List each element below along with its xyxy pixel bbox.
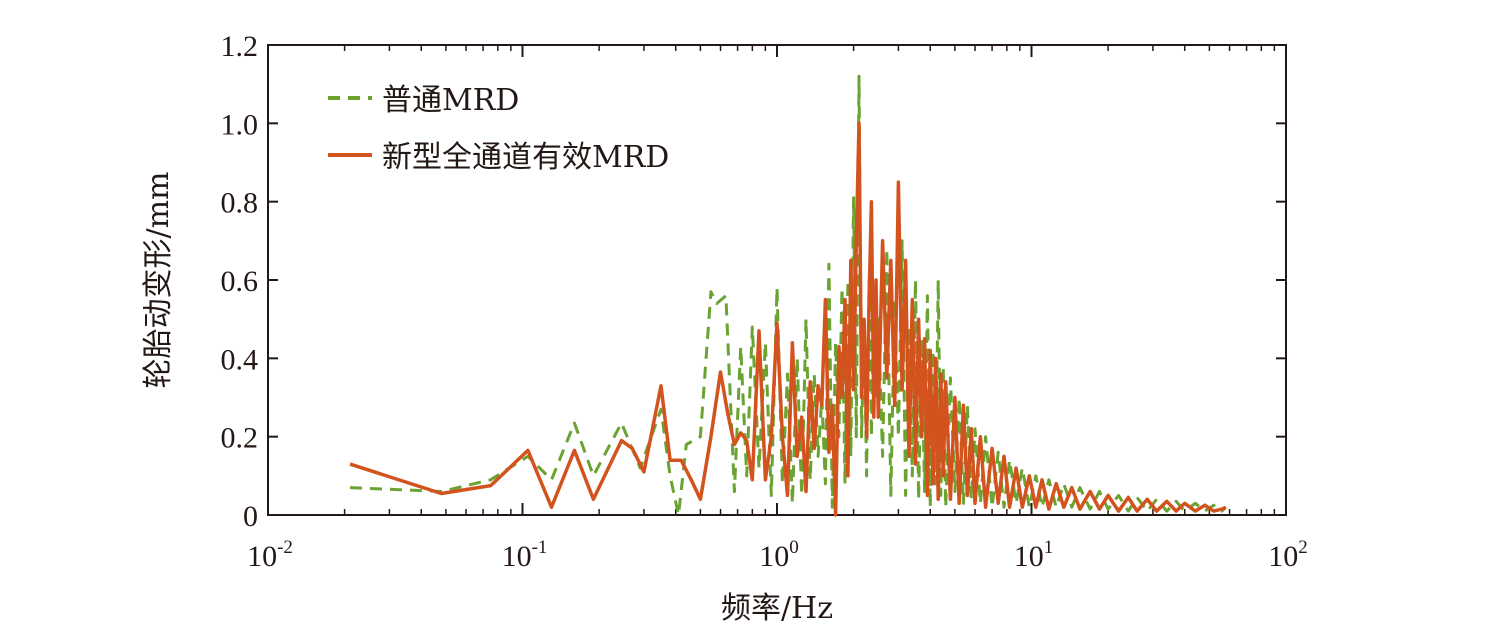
legend-label-ordinary-mrd: 普通MRD [382,83,519,118]
y-tick-label: 0.4 [221,343,259,376]
series-layer [349,74,1227,517]
y-tick-label: 0.2 [221,422,259,455]
series-line-ordinary-mrd [349,74,1227,517]
x-tick-label: 100 [759,537,799,573]
x-tick-label: 101 [1014,537,1054,573]
y-tick-label: 0.6 [221,265,259,298]
x-tick-label: 10-1 [502,537,548,573]
y-tick-label: 0 [243,500,258,533]
y-axis-title: 轮胎动变形/mm [141,171,176,388]
legend: 普通MRD 新型全通道有效MRD [328,83,669,175]
x-axis-title: 频率/Hz [721,591,833,626]
series-line-new-mrd [349,121,1227,517]
x-axis: 10-2 10-1 100 101 102 [247,45,1308,573]
y-tick-label: 0.8 [221,187,259,220]
y-tick-label: 1.2 [221,30,259,63]
x-tick-label: 10-2 [247,537,293,573]
x-tick-label: 102 [1268,537,1308,573]
y-axis: 0 0.2 0.4 0.6 0.8 1.0 1.2 [221,30,1286,533]
y-tick-label: 1.0 [221,108,259,141]
legend-label-new-mrd: 新型全通道有效MRD [382,140,669,175]
